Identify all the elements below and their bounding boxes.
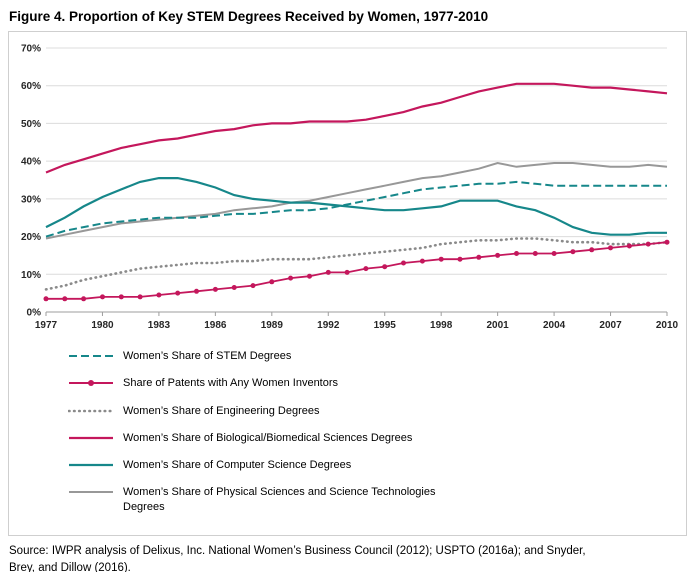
svg-text:1980: 1980 xyxy=(91,320,114,331)
page-title: Figure 4. Proportion of Key STEM Degrees… xyxy=(9,9,489,24)
svg-text:2001: 2001 xyxy=(487,320,510,331)
legend-line-sample xyxy=(69,436,113,439)
legend-label: Women’s Share of Engineering Degrees xyxy=(123,404,320,417)
chart-svg: 0% 10% 20% 30% 40% 50% 60% 70% 1977 1980 1983 1986 1… xyxy=(21,44,679,332)
legend-item: Women’s Share of Biological/Biomedical S… xyxy=(68,431,683,445)
svg-text:2010: 2010 xyxy=(656,320,679,331)
svg-text:1989: 1989 xyxy=(261,320,284,331)
svg-text:50%: 50% xyxy=(21,119,41,130)
legend-item: Share of Patents with Any Women Inventor… xyxy=(68,376,683,390)
legend-label: Share of Patents with Any Women Inventor… xyxy=(123,377,339,390)
svg-text:1998: 1998 xyxy=(430,320,453,331)
legend-label: Women’s Share of Computer Science Degree… xyxy=(123,459,352,472)
legend-line-sample xyxy=(69,380,113,387)
svg-text:2004: 2004 xyxy=(543,320,566,331)
legend-item: Women’s Share of STEM Degrees xyxy=(68,349,683,363)
spellcheck-word: Dillow xyxy=(60,561,92,572)
svg-text:1986: 1986 xyxy=(204,320,227,331)
spellcheck-word: Brey, xyxy=(9,561,35,572)
legend-item: Women’s Share of Computer Science Degree… xyxy=(68,458,683,472)
svg-text:20%: 20% xyxy=(21,232,41,243)
source-text: Source: IWPR analysis of Delixus, Inc. N… xyxy=(9,543,686,572)
svg-text:70%: 70% xyxy=(21,44,41,55)
svg-text:1983: 1983 xyxy=(148,320,171,331)
svg-text:10%: 10% xyxy=(21,270,41,281)
svg-text:0%: 0% xyxy=(27,308,42,319)
legend-label: Women’s Share of Physical Sciences and S… xyxy=(123,486,436,513)
legend-item: Women’s Share of Physical Sciences and S… xyxy=(68,485,683,514)
svg-text:1977: 1977 xyxy=(35,320,58,331)
svg-text:60%: 60% xyxy=(21,81,41,92)
legend-line-sample xyxy=(69,491,113,494)
chart-area: 0% 10% 20% 30% 40% 50% 60% 70% 1977 1980 1983 1986 1… xyxy=(8,31,687,537)
legend-label: Women’s Share of Biological/Biomedical S… xyxy=(123,431,413,444)
legend: Women’s Share of STEM Degrees Share of P… xyxy=(12,343,683,529)
svg-text:40%: 40% xyxy=(21,157,41,168)
source-line-1: Source: IWPR analysis of Delixus, Inc. N… xyxy=(9,545,586,558)
legend-line-sample xyxy=(69,464,113,467)
svg-text:2007: 2007 xyxy=(599,320,622,331)
svg-text:1992: 1992 xyxy=(317,320,340,331)
legend-label: Women’s Share of STEM Degrees xyxy=(123,350,292,362)
svg-text:30%: 30% xyxy=(21,194,41,205)
legend-line-sample xyxy=(69,355,113,357)
legend-item: Women’s Share of Engineering Degrees xyxy=(68,404,683,418)
source-line-2: Brey, and Dillow (2016). xyxy=(9,561,131,572)
legend-line-sample xyxy=(68,409,114,412)
svg-text:1995: 1995 xyxy=(374,320,397,331)
